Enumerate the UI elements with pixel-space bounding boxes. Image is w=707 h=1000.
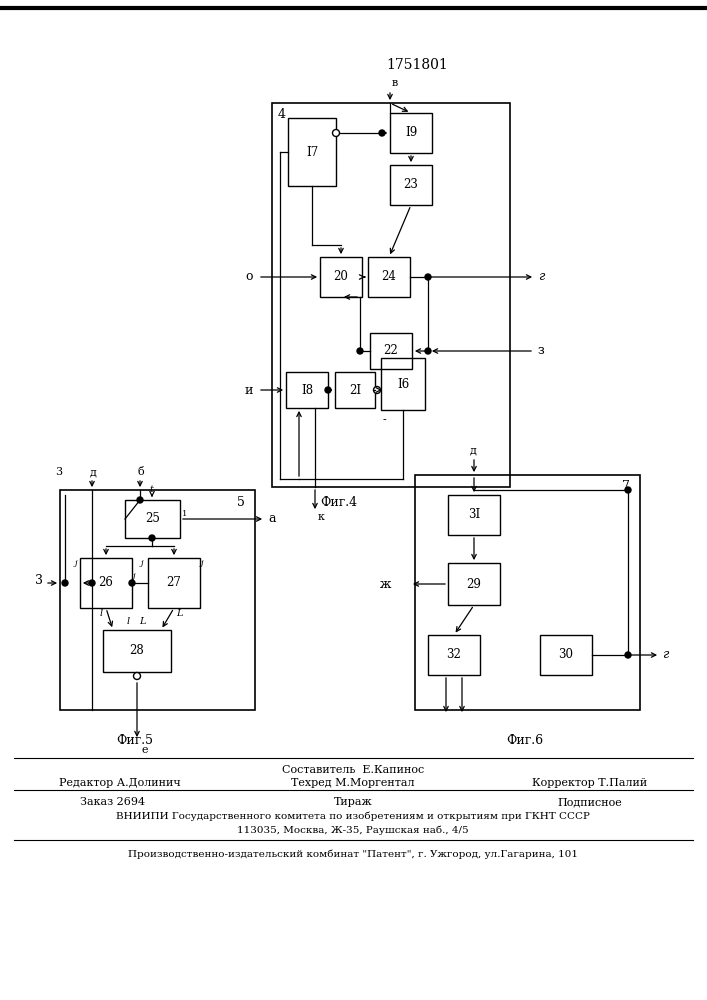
Text: г: г	[662, 648, 668, 662]
Text: 27: 27	[167, 576, 182, 589]
Text: 1751801: 1751801	[386, 58, 448, 72]
Text: 3I: 3I	[468, 508, 480, 522]
Text: ВНИИПИ Государственного комитета по изобретениям и открытиям при ГКНТ СССР: ВНИИПИ Государственного комитета по изоб…	[116, 811, 590, 821]
Text: в: в	[392, 78, 398, 88]
Circle shape	[134, 672, 141, 680]
Bar	[286, 372, 328, 408]
Circle shape	[425, 274, 431, 280]
Circle shape	[325, 387, 331, 393]
Text: Фиг.5: Фиг.5	[117, 734, 153, 746]
Bar	[428, 635, 480, 675]
Text: 23: 23	[404, 178, 419, 192]
Circle shape	[89, 580, 95, 586]
Text: Техред М.Моргентал: Техред М.Моргентал	[291, 778, 415, 788]
Text: Составитель  Е.Капинос: Составитель Е.Капинос	[282, 765, 424, 775]
Bar	[272, 103, 510, 487]
Text: L: L	[139, 617, 146, 626]
Text: l: l	[127, 617, 130, 626]
Text: к: к	[318, 512, 325, 522]
Bar	[320, 257, 362, 297]
Circle shape	[149, 535, 155, 541]
Bar	[390, 113, 432, 153]
Text: 22: 22	[384, 344, 398, 358]
Text: t: t	[149, 486, 153, 494]
Text: j: j	[201, 559, 204, 567]
Text: 24: 24	[382, 270, 397, 284]
Text: 1: 1	[182, 510, 187, 518]
Text: 25: 25	[145, 512, 160, 526]
Bar	[390, 165, 432, 205]
Text: Тираж: Тираж	[334, 797, 373, 807]
Text: Подписное: Подписное	[558, 797, 622, 807]
Text: ж: ж	[380, 578, 392, 590]
Bar	[415, 475, 640, 710]
Bar	[288, 118, 336, 186]
Bar	[448, 563, 500, 605]
Text: 113035, Москва, Ж-35, Раушская наб., 4/5: 113035, Москва, Ж-35, Раушская наб., 4/5	[237, 825, 469, 835]
Bar	[370, 333, 412, 369]
Text: Фиг.4: Фиг.4	[320, 495, 357, 508]
Circle shape	[137, 497, 143, 503]
Text: I6: I6	[397, 377, 409, 390]
Text: а: а	[268, 512, 276, 526]
Circle shape	[332, 129, 339, 136]
Text: j: j	[141, 559, 144, 567]
Circle shape	[625, 487, 631, 493]
Circle shape	[425, 348, 431, 354]
Text: 28: 28	[129, 645, 144, 658]
Text: j: j	[133, 572, 136, 580]
Text: 30: 30	[559, 648, 573, 662]
Text: 4: 4	[278, 108, 286, 121]
Bar	[80, 558, 132, 608]
Text: Фиг.6: Фиг.6	[506, 734, 544, 746]
Text: 32: 32	[447, 648, 462, 662]
Bar	[368, 257, 410, 297]
Circle shape	[379, 130, 385, 136]
Text: j: j	[75, 559, 78, 567]
Text: 26: 26	[98, 576, 113, 589]
Circle shape	[129, 580, 135, 586]
Text: Заказ 2694: Заказ 2694	[80, 797, 145, 807]
Text: о: о	[245, 270, 252, 284]
Text: 7: 7	[622, 481, 630, 493]
Bar	[103, 630, 171, 672]
Text: 3: 3	[55, 467, 62, 477]
Bar	[60, 490, 255, 710]
Text: I8: I8	[301, 383, 313, 396]
Text: б: б	[137, 467, 144, 477]
Text: I9: I9	[405, 126, 417, 139]
Bar	[335, 372, 375, 408]
Bar	[381, 358, 425, 410]
Circle shape	[625, 652, 631, 658]
Bar	[148, 558, 200, 608]
Circle shape	[357, 348, 363, 354]
Text: д: д	[470, 445, 477, 455]
Text: 2I: 2I	[349, 383, 361, 396]
Text: l: l	[100, 609, 103, 618]
Text: 29: 29	[467, 578, 481, 590]
Text: Редактор А.Долинич: Редактор А.Долинич	[59, 778, 181, 788]
Text: д: д	[90, 467, 97, 477]
Circle shape	[62, 580, 68, 586]
Text: е: е	[141, 745, 148, 755]
Text: 3: 3	[35, 574, 43, 587]
Text: Корректор Т.Палий: Корректор Т.Палий	[532, 778, 648, 788]
Text: з: з	[538, 344, 545, 358]
Bar	[448, 495, 500, 535]
Bar	[540, 635, 592, 675]
Text: 20: 20	[334, 270, 349, 284]
Text: Производственно-издательский комбинат "Патент", г. Ужгород, ул.Гагарина, 101: Производственно-издательский комбинат "П…	[128, 849, 578, 859]
Text: -: -	[383, 415, 387, 425]
Text: и: и	[245, 383, 253, 396]
Bar	[125, 500, 180, 538]
Text: 5: 5	[237, 495, 245, 508]
Circle shape	[373, 386, 380, 393]
Text: I7: I7	[306, 145, 318, 158]
Text: L: L	[176, 609, 182, 618]
Text: г: г	[538, 270, 544, 284]
